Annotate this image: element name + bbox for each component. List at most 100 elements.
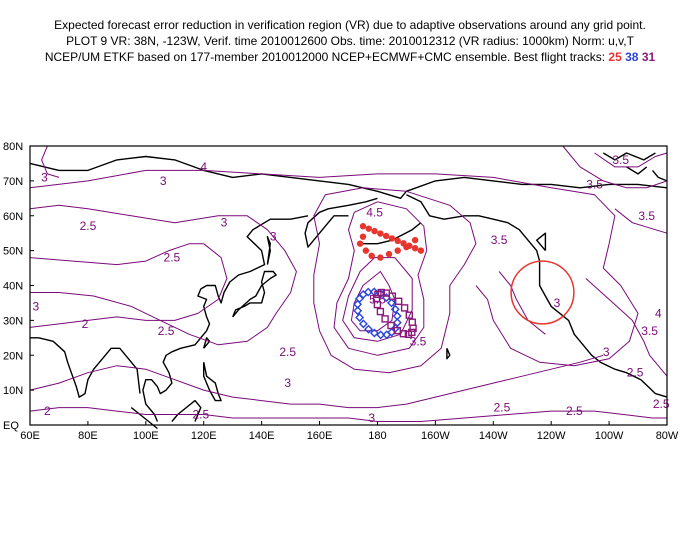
track-25-point (411, 244, 419, 252)
track-31-point (387, 321, 395, 330)
lat-tick-label: 50N (3, 246, 23, 258)
track-25-point (356, 240, 364, 247)
map-frame (29, 145, 668, 426)
lat-tick-label: 60N (3, 211, 23, 223)
lon-tick-label: 140E (249, 430, 275, 442)
track-38-point (392, 311, 402, 321)
lon-tick-label: 180 (368, 430, 386, 442)
track-25-point (394, 237, 401, 245)
verification-region-circle (510, 260, 575, 325)
contour-value-label: 3.5 (638, 209, 655, 223)
lat-tick-label: 80N (3, 141, 23, 153)
contour-value-label: 3 (603, 345, 610, 359)
contour-line (29, 204, 268, 231)
lon-tick-label: 120W (537, 430, 566, 442)
lat-tick-label: 10N (3, 385, 23, 397)
track-31-point (382, 289, 390, 297)
lat-tick-label: EQ (3, 420, 19, 432)
coastline (266, 236, 271, 265)
coastline (29, 155, 668, 199)
coastline (304, 197, 378, 248)
track-25-point (359, 223, 367, 230)
coastline (203, 362, 222, 402)
track-25-point (377, 254, 384, 261)
contour-line (585, 278, 668, 377)
lon-tick-label: 80W (656, 430, 679, 442)
contour-value-label: 3 (41, 170, 48, 184)
contour-line (29, 243, 204, 266)
coastline (446, 348, 451, 360)
track-31-point (399, 330, 408, 338)
contour-value-label: 3.5 (586, 177, 603, 191)
contour-line (29, 243, 228, 328)
lat-tick-label: 30N (3, 315, 23, 327)
lon-tick-label: 100W (595, 430, 624, 442)
track-38-point (369, 328, 379, 338)
track-25-point (365, 225, 372, 232)
track-25-point (362, 247, 370, 254)
title-line-1: Expected forecast error reduction in ver… (54, 18, 646, 32)
track-25-point (394, 247, 401, 254)
contour-line (29, 354, 604, 409)
flight-tracks (353, 223, 425, 340)
track-38-point (353, 306, 363, 316)
contour-value-label: 2.5 (164, 251, 181, 265)
track-25-point (403, 243, 410, 251)
contour-value-label: 3 (368, 411, 375, 425)
track-label-31: 31 (641, 50, 656, 64)
track-25-point (368, 252, 375, 260)
coastline (406, 194, 668, 398)
contour-value-label: 2.5 (494, 401, 511, 415)
track-38-point (387, 298, 396, 308)
contour-value-label: 3 (221, 216, 228, 230)
track-label-25: 25 (608, 50, 622, 64)
contour-line (342, 257, 413, 342)
coastline (536, 232, 547, 252)
contour-value-label: 2.5 (279, 345, 296, 359)
track-38-point (364, 324, 373, 334)
coastline (30, 337, 141, 398)
contour-value-label: 4.5 (366, 205, 383, 219)
coastline (142, 215, 309, 422)
contour-value-label: 2.5 (566, 404, 583, 418)
track-38-point (355, 313, 365, 322)
contour-value-label: 2.5 (627, 366, 644, 380)
contour-line (498, 271, 546, 335)
track-25-point (359, 233, 367, 240)
lon-tick-label: 80E (78, 430, 98, 442)
lon-tick-label: 160E (307, 430, 333, 442)
contour-value-label: 3 (554, 296, 561, 310)
contour-value-label: 3.5 (491, 233, 508, 247)
contour-value-label: 3 (32, 299, 39, 313)
contour-line (594, 152, 668, 168)
lon-tick-label: 140W (479, 430, 508, 442)
contour-value-label: 2.5 (653, 397, 670, 411)
track-38-point (363, 287, 373, 297)
track-38-point (376, 330, 386, 340)
track-25-point (385, 250, 393, 258)
contour-line (313, 187, 477, 374)
track-31-point (405, 311, 413, 319)
contour-value-label: 4 (200, 160, 207, 174)
coastline (651, 169, 668, 182)
contour-lines (29, 145, 668, 422)
track-38-point (358, 319, 368, 329)
track-31-point (376, 307, 385, 316)
coastline (130, 407, 158, 430)
track-38-point (392, 318, 402, 328)
contour-value-label: 2.5 (192, 408, 209, 422)
contour-line (614, 208, 668, 234)
contour-line (29, 169, 639, 367)
contour-value-label: 3.5 (410, 334, 427, 348)
contour-line (41, 145, 60, 178)
lon-tick-label: 120E (191, 430, 217, 442)
contour-value-label: 2 (44, 404, 51, 418)
lat-tick-label: 40N (3, 281, 23, 293)
contour-value-label: 3.5 (641, 324, 658, 338)
track-31-point (374, 290, 382, 299)
title-line-2: PLOT 9 VR: 38N, -123W, Verif. time 20100… (66, 34, 634, 48)
contour-value-label: 2.5 (80, 219, 97, 233)
track-31-point (373, 300, 382, 309)
track-label-38: 38 (625, 50, 639, 64)
contour-value-label: 2.5 (158, 324, 175, 338)
